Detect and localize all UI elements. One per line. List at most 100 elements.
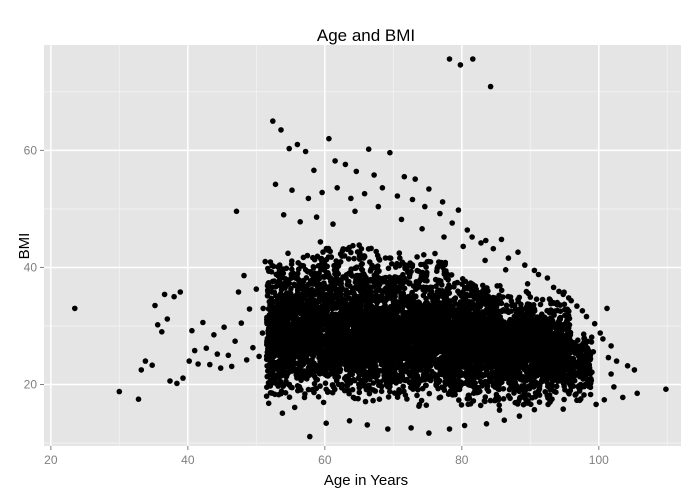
data-point [310, 264, 317, 271]
data-point [574, 303, 580, 309]
data-point [280, 212, 287, 218]
data-point [332, 158, 338, 164]
data-point [582, 374, 589, 381]
data-point [241, 272, 247, 279]
data-point [469, 234, 475, 240]
data-point [171, 293, 177, 300]
data-point [315, 280, 321, 287]
data-point [142, 358, 149, 364]
data-point [572, 392, 578, 398]
data-point [423, 402, 430, 409]
data-point [189, 327, 195, 334]
data-point [426, 390, 433, 397]
data-point [286, 394, 293, 401]
data-point [531, 406, 538, 413]
data-point [330, 221, 336, 227]
data-point [262, 258, 269, 265]
data-point [378, 388, 385, 395]
data-point [195, 361, 201, 367]
data-point [376, 255, 382, 262]
data-point [400, 383, 407, 390]
data-point [276, 280, 283, 286]
data-point [259, 330, 266, 336]
data-point [396, 387, 402, 393]
data-point [446, 426, 453, 432]
data-point [320, 249, 326, 255]
data-point [370, 265, 377, 271]
data-point [326, 286, 332, 292]
chart-title: Age and BMI [317, 26, 415, 45]
data-point [409, 289, 415, 296]
data-point [536, 386, 543, 392]
data-point [456, 397, 462, 403]
data-point [330, 277, 337, 284]
data-point [513, 382, 520, 389]
data-point [532, 394, 539, 400]
data-point [503, 302, 510, 309]
data-point [264, 287, 271, 294]
data-point [538, 377, 545, 384]
data-point [288, 285, 294, 292]
data-point [491, 295, 498, 301]
data-point [295, 277, 302, 283]
data-point [320, 274, 326, 280]
data-point [520, 383, 526, 389]
data-point [341, 387, 348, 394]
data-point [233, 208, 240, 215]
data-point [364, 422, 371, 428]
data-point [348, 195, 354, 202]
data-point [440, 289, 446, 295]
data-point [593, 401, 599, 408]
data-point [500, 386, 507, 392]
data-point [343, 377, 350, 384]
data-point [336, 290, 342, 296]
data-point [394, 193, 401, 199]
data-point [461, 422, 468, 429]
data-point [349, 386, 356, 393]
data-point [391, 281, 398, 288]
data-point [466, 281, 472, 288]
data-point [385, 394, 392, 400]
data-point [356, 385, 363, 391]
data-point [164, 316, 171, 322]
data-point [458, 402, 465, 408]
data-point [477, 388, 483, 395]
data-point [448, 272, 455, 278]
data-point [495, 386, 501, 392]
data-point [446, 56, 453, 62]
data-point [502, 267, 509, 273]
data-point [355, 375, 362, 381]
data-point [289, 266, 295, 273]
data-point [263, 393, 270, 400]
data-point [422, 203, 428, 210]
data-point [552, 376, 558, 383]
data-point [544, 275, 551, 281]
data-point [366, 390, 373, 397]
data-point [401, 285, 408, 292]
data-point [311, 380, 318, 387]
data-point [302, 148, 309, 155]
data-point [388, 261, 395, 267]
data-point [207, 361, 213, 368]
data-point [319, 189, 325, 196]
data-point [480, 289, 487, 295]
data-point [353, 168, 360, 175]
data-point [415, 387, 421, 393]
data-point [385, 265, 392, 272]
data-point [505, 255, 512, 261]
data-point [318, 267, 324, 273]
data-point [267, 390, 274, 396]
data-point [354, 285, 360, 292]
data-point [409, 196, 416, 203]
minor-gridlines [44, 45, 681, 446]
data-point [278, 127, 284, 133]
data-point [288, 275, 294, 282]
data-point [351, 376, 357, 383]
data-point [524, 281, 531, 287]
data-point [582, 364, 588, 371]
data-point [382, 255, 389, 261]
data-point [585, 338, 591, 345]
data-point [537, 301, 544, 308]
data-point [489, 369, 496, 375]
